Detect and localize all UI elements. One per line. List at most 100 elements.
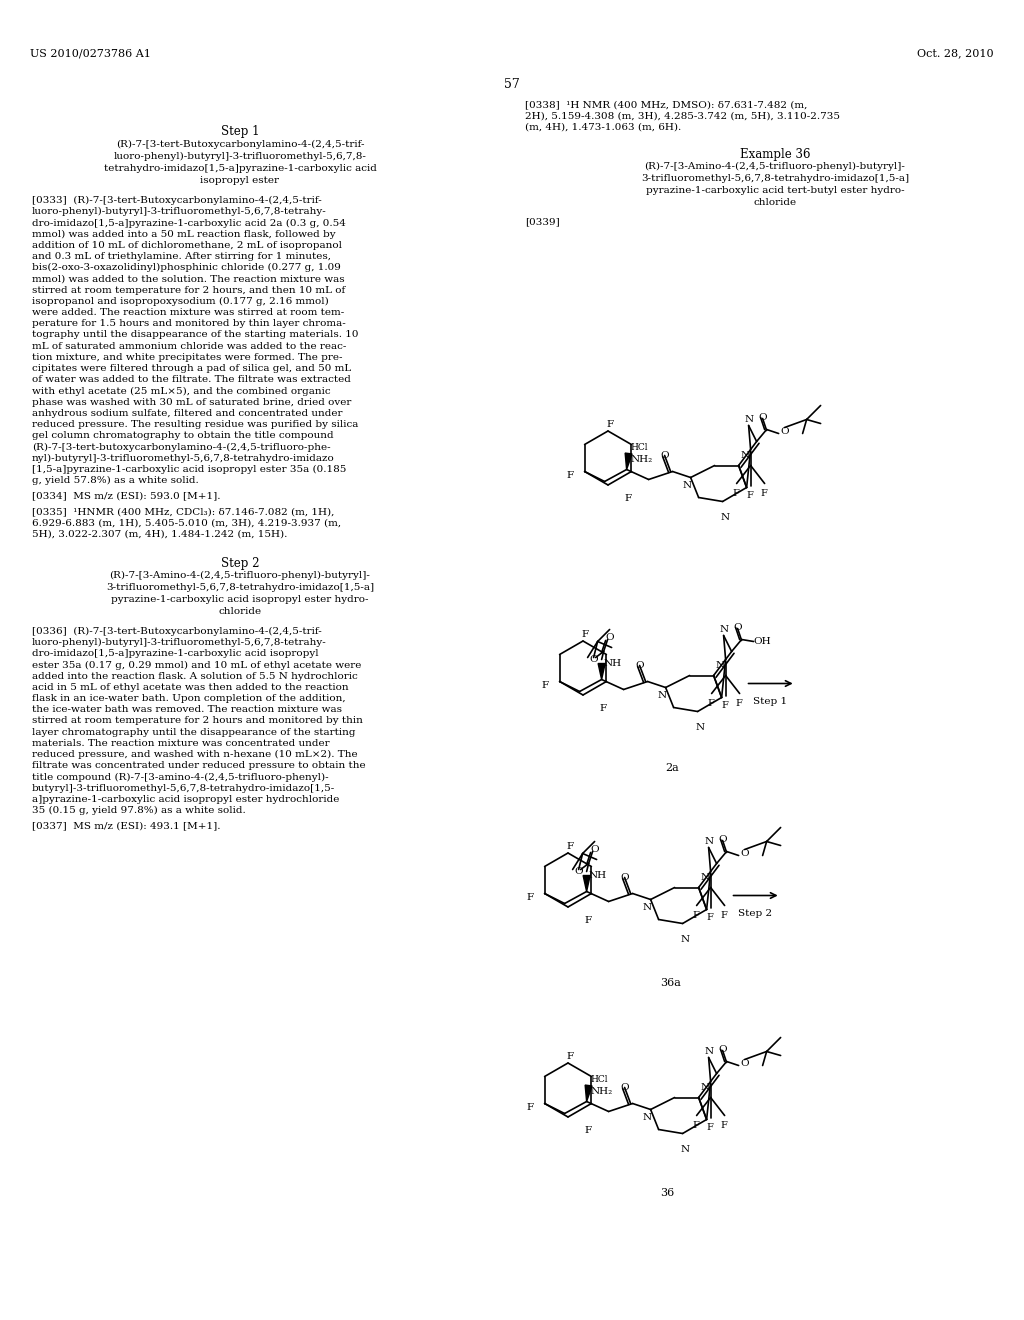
Text: O: O (636, 661, 644, 671)
Text: chloride: chloride (218, 607, 261, 616)
Polygon shape (598, 664, 605, 680)
Text: filtrate was concentrated under reduced pressure to obtain the: filtrate was concentrated under reduced … (32, 762, 366, 770)
Text: mmol) was added into a 50 mL reaction flask, followed by: mmol) was added into a 50 mL reaction fl… (32, 230, 336, 239)
Text: mL of saturated ammonium chloride was added to the reac-: mL of saturated ammonium chloride was ad… (32, 342, 346, 351)
Text: O: O (733, 623, 742, 632)
Text: F: F (541, 681, 548, 690)
Text: 2a: 2a (665, 763, 679, 774)
Text: N: N (683, 482, 692, 491)
Text: 3-trifluoromethyl-5,6,7,8-tetrahydro-imidazo[1,5-a]: 3-trifluoromethyl-5,6,7,8-tetrahydro-imi… (105, 583, 374, 591)
Text: g, yield 57.8%) as a white solid.: g, yield 57.8%) as a white solid. (32, 477, 199, 486)
Text: layer chromatography until the disappearance of the starting: layer chromatography until the disappear… (32, 727, 355, 737)
Text: anhydrous sodium sulfate, filtered and concentrated under: anhydrous sodium sulfate, filtered and c… (32, 409, 342, 418)
Text: Example 36: Example 36 (739, 148, 810, 161)
Text: O: O (759, 413, 767, 422)
Text: HCl: HCl (631, 444, 648, 453)
Text: [0336]  (R)-7-[3-tert-Butoxycarbonylamino-4-(2,4,5-trif-: [0336] (R)-7-[3-tert-Butoxycarbonylamino… (32, 627, 322, 636)
Text: reduced pressure, and washed with n-hexane (10 mL×2). The: reduced pressure, and washed with n-hexa… (32, 750, 357, 759)
Text: OH: OH (754, 638, 771, 647)
Text: N: N (705, 837, 714, 846)
Text: butyryl]-3-trifluoromethyl-5,6,7,8-tetrahydro-imidazo[1,5-: butyryl]-3-trifluoromethyl-5,6,7,8-tetra… (32, 784, 335, 792)
Text: (R)-7-[3-tert-Butoxycarbonylamino-4-(2,4,5-trif-: (R)-7-[3-tert-Butoxycarbonylamino-4-(2,4… (116, 140, 365, 149)
Text: added into the reaction flask. A solution of 5.5 N hydrochloric: added into the reaction flask. A solutio… (32, 672, 357, 681)
Text: (m, 4H), 1.473-1.063 (m, 6H).: (m, 4H), 1.473-1.063 (m, 6H). (525, 123, 681, 132)
Text: N: N (643, 1114, 651, 1122)
Text: NH: NH (589, 871, 607, 880)
Text: cipitates were filtered through a pad of silica gel, and 50 mL: cipitates were filtered through a pad of… (32, 364, 351, 374)
Text: F: F (692, 911, 699, 920)
Text: [0334]  MS m/z (ESI): 593.0 [M+1].: [0334] MS m/z (ESI): 593.0 [M+1]. (32, 491, 220, 500)
Text: isopropyl ester: isopropyl ester (201, 176, 280, 185)
Text: of water was added to the filtrate. The filtrate was extracted: of water was added to the filtrate. The … (32, 375, 351, 384)
Text: [0337]  MS m/z (ESI): 493.1 [M+1].: [0337] MS m/z (ESI): 493.1 [M+1]. (32, 821, 220, 830)
Text: N: N (700, 874, 710, 883)
Text: luoro-phenyl)-butyryl]-3-trifluoromethyl-5,6,7,8-tetrahy-: luoro-phenyl)-butyryl]-3-trifluoromethyl… (32, 207, 327, 216)
Text: Step 2: Step 2 (738, 909, 772, 919)
Text: (R)-7-[3-tert-butoxycarbonylamino-4-(2,4,5-trifluoro-phe-: (R)-7-[3-tert-butoxycarbonylamino-4-(2,4… (32, 442, 331, 451)
Text: tion mixture, and white precipitates were formed. The pre-: tion mixture, and white precipitates wer… (32, 352, 342, 362)
Text: 36a: 36a (660, 978, 681, 987)
Text: acid in 5 mL of ethyl acetate was then added to the reaction: acid in 5 mL of ethyl acetate was then a… (32, 682, 348, 692)
Text: phase was washed with 30 mL of saturated brine, dried over: phase was washed with 30 mL of saturated… (32, 397, 351, 407)
Text: NH₂: NH₂ (591, 1086, 613, 1096)
Text: Step 2: Step 2 (221, 557, 259, 570)
Text: NH₂: NH₂ (631, 454, 653, 463)
Text: US 2010/0273786 A1: US 2010/0273786 A1 (30, 48, 151, 58)
Text: F: F (692, 1121, 699, 1130)
Text: luoro-phenyl)-butyryl]-3-trifluoromethyl-5,6,7,8-: luoro-phenyl)-butyryl]-3-trifluoromethyl… (114, 152, 367, 161)
Text: stirred at room temperature for 2 hours, and then 10 mL of: stirred at room temperature for 2 hours,… (32, 285, 345, 294)
Text: [1,5-a]pyrazine-1-carboxylic acid isopropyl ester 35a (0.185: [1,5-a]pyrazine-1-carboxylic acid isopro… (32, 465, 346, 474)
Text: F: F (584, 1126, 591, 1135)
Text: perature for 1.5 hours and monitored by thin layer chroma-: perature for 1.5 hours and monitored by … (32, 319, 346, 329)
Polygon shape (625, 453, 632, 470)
Text: O: O (574, 867, 584, 876)
Text: and 0.3 mL of triethylamine. After stirring for 1 minutes,: and 0.3 mL of triethylamine. After stirr… (32, 252, 331, 261)
Text: (R)-7-[3-Amino-4-(2,4,5-trifluoro-phenyl)-butyryl]-: (R)-7-[3-Amino-4-(2,4,5-trifluoro-phenyl… (110, 570, 371, 579)
Text: F: F (526, 1104, 534, 1111)
Text: N: N (721, 513, 730, 523)
Text: F: F (707, 913, 714, 923)
Text: O: O (660, 451, 670, 461)
Text: O: O (719, 1045, 727, 1055)
Text: 2H), 5.159-4.308 (m, 3H), 4.285-3.742 (m, 5H), 3.110-2.735: 2H), 5.159-4.308 (m, 3H), 4.285-3.742 (m… (525, 111, 840, 120)
Text: N: N (700, 1084, 710, 1093)
Polygon shape (585, 1085, 592, 1101)
Text: F: F (581, 630, 588, 639)
Text: Step 1: Step 1 (753, 697, 787, 706)
Text: with ethyl acetate (25 mL×5), and the combined organic: with ethyl acetate (25 mL×5), and the co… (32, 387, 331, 396)
Text: N: N (705, 1048, 714, 1056)
Text: were added. The reaction mixture was stirred at room tem-: were added. The reaction mixture was sti… (32, 308, 344, 317)
Text: N: N (744, 416, 754, 425)
Text: a]pyrazine-1-carboxylic acid isopropyl ester hydrochloride: a]pyrazine-1-carboxylic acid isopropyl e… (32, 795, 339, 804)
Text: F: F (721, 911, 727, 920)
Text: F: F (732, 488, 739, 498)
Text: the ice-water bath was removed. The reaction mixture was: the ice-water bath was removed. The reac… (32, 705, 342, 714)
Text: [0339]: [0339] (525, 218, 560, 227)
Text: O: O (740, 1060, 750, 1068)
Text: N: N (720, 626, 729, 635)
Text: O: O (719, 836, 727, 845)
Text: 35 (0.15 g, yield 97.8%) as a white solid.: 35 (0.15 g, yield 97.8%) as a white soli… (32, 807, 246, 816)
Text: Oct. 28, 2010: Oct. 28, 2010 (918, 48, 994, 58)
Text: N: N (716, 661, 725, 671)
Text: dro-imidazo[1,5-a]pyrazine-1-carboxylic acid 2a (0.3 g, 0.54: dro-imidazo[1,5-a]pyrazine-1-carboxylic … (32, 218, 346, 227)
Text: N: N (681, 1146, 690, 1155)
Text: 3-trifluoromethyl-5,6,7,8-tetrahydro-imidazo[1,5-a]: 3-trifluoromethyl-5,6,7,8-tetrahydro-imi… (641, 174, 909, 182)
Text: title compound (R)-7-[3-amino-4-(2,4,5-trifluoro-phenyl)-: title compound (R)-7-[3-amino-4-(2,4,5-t… (32, 772, 329, 781)
Text: N: N (643, 903, 651, 912)
Text: [0333]  (R)-7-[3-tert-Butoxycarbonylamino-4-(2,4,5-trif-: [0333] (R)-7-[3-tert-Butoxycarbonylamino… (32, 195, 322, 205)
Polygon shape (583, 875, 590, 891)
Text: nyl)-butyryl]-3-trifluoromethyl-5,6,7,8-tetrahydro-imidazo: nyl)-butyryl]-3-trifluoromethyl-5,6,7,8-… (32, 454, 335, 463)
Text: ester 35a (0.17 g, 0.29 mmol) and 10 mL of ethyl acetate were: ester 35a (0.17 g, 0.29 mmol) and 10 mL … (32, 660, 361, 669)
Text: NH: NH (603, 660, 622, 668)
Text: chloride: chloride (754, 198, 797, 207)
Text: F: F (735, 698, 742, 708)
Text: addition of 10 mL of dichloromethane, 2 mL of isopropanol: addition of 10 mL of dichloromethane, 2 … (32, 240, 342, 249)
Text: N: N (681, 936, 690, 945)
Text: 5H), 3.022-2.307 (m, 4H), 1.484-1.242 (m, 15H).: 5H), 3.022-2.307 (m, 4H), 1.484-1.242 (m… (32, 529, 288, 539)
Text: [0335]  ¹HNMR (400 MHz, CDCl₃): δ7.146-7.082 (m, 1H),: [0335] ¹HNMR (400 MHz, CDCl₃): δ7.146-7.… (32, 507, 335, 516)
Text: O: O (621, 1084, 629, 1093)
Text: F: F (526, 894, 534, 902)
Text: N: N (695, 723, 705, 733)
Text: N: N (740, 451, 750, 461)
